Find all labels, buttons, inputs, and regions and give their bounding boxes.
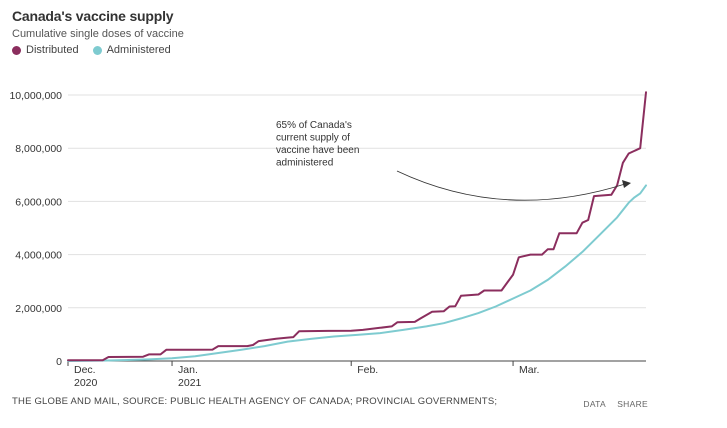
series-line-administered [67, 184, 647, 362]
x-tick-label: 2020 [74, 377, 98, 389]
legend-item-distributed: Distributed [12, 44, 79, 56]
y-tick-label: 8,000,000 [15, 143, 62, 155]
legend-swatch-administered [92, 45, 102, 55]
annotation-arrowhead [622, 180, 631, 188]
x-tick-label: Dec. [74, 364, 96, 376]
y-tick-label: 4,000,000 [15, 250, 62, 262]
chart-legend: Distributed Administered [12, 44, 185, 56]
annotation-text: administered [276, 158, 333, 169]
y-tick-label: 10,000,000 [9, 90, 62, 102]
annotation-text: vaccine have been [276, 145, 359, 156]
annotation-text: 65% of Canada's [276, 120, 352, 131]
x-tick-label: Feb. [357, 364, 378, 376]
chart-title: Canada's vaccine supply [12, 8, 174, 24]
chart-subtitle: Cumulative single doses of vaccine [12, 28, 184, 40]
footer-links: DATA SHARE [574, 399, 648, 409]
source-credit: THE GLOBE AND MAIL, SOURCE: PUBLIC HEALT… [12, 396, 498, 407]
series-line-distributed [67, 91, 647, 362]
legend-item-administered: Administered [92, 44, 171, 56]
y-tick-label: 6,000,000 [15, 196, 62, 208]
legend-swatch-distributed [12, 45, 21, 55]
share-link[interactable]: SHARE [617, 399, 648, 409]
x-tick-label: Jan. [178, 364, 198, 376]
data-link[interactable]: DATA [583, 399, 606, 409]
legend-label-administered: Administered [106, 44, 171, 56]
x-tick-label: Mar. [519, 364, 539, 376]
annotation-text: current supply of [276, 133, 350, 144]
legend-label-distributed: Distributed [26, 44, 79, 56]
y-tick-label: 2,000,000 [15, 303, 62, 315]
y-tick-label: 0 [56, 356, 62, 368]
x-tick-label: 2021 [178, 377, 202, 389]
annotation-arrow [396, 170, 626, 201]
